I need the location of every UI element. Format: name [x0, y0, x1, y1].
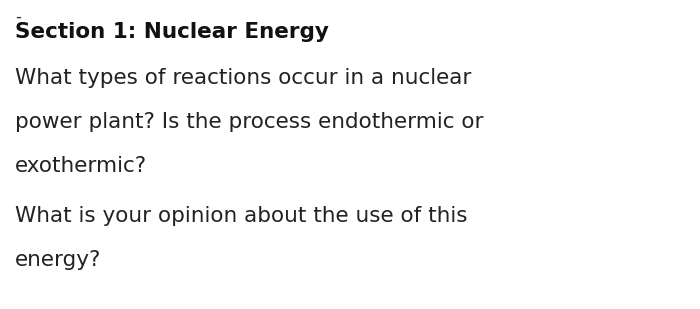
- Text: -: -: [15, 8, 21, 26]
- Text: What is your opinion about the use of this: What is your opinion about the use of th…: [15, 206, 468, 226]
- Text: power plant? Is the process endothermic or: power plant? Is the process endothermic …: [15, 112, 484, 132]
- Text: exothermic?: exothermic?: [15, 156, 147, 176]
- Text: What types of reactions occur in a nuclear: What types of reactions occur in a nucle…: [15, 68, 471, 88]
- Text: Section 1: Nuclear Energy: Section 1: Nuclear Energy: [15, 22, 329, 42]
- Text: energy?: energy?: [15, 250, 101, 270]
